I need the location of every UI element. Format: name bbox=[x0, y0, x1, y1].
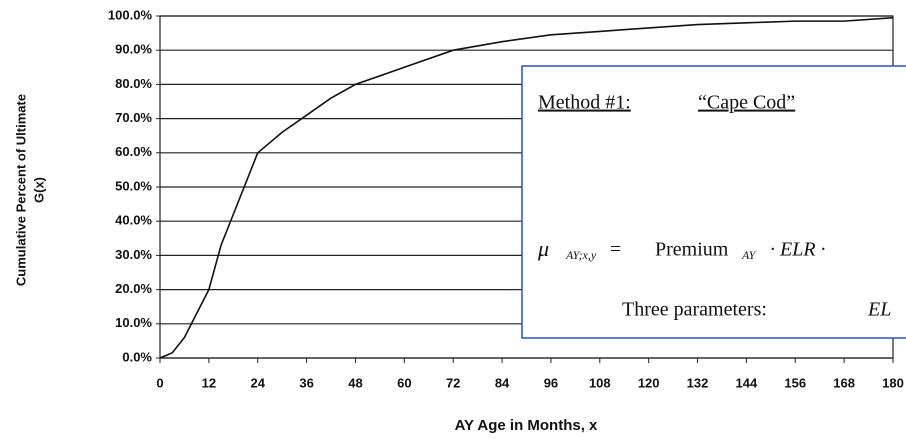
x-tick-label: 96 bbox=[544, 375, 558, 390]
formula-part: AY;x,y bbox=[565, 248, 597, 262]
y-tick-label: 40.0% bbox=[115, 213, 152, 228]
x-tick-label: 0 bbox=[156, 375, 163, 390]
y-axis-title: Cumulative Percent of Ultimate G(x) bbox=[13, 94, 46, 286]
y-tick-label: 80.0% bbox=[115, 76, 152, 91]
overlay-heading: Method #1: bbox=[538, 92, 631, 114]
formula-part: AY bbox=[741, 248, 757, 262]
x-tick-label: 144 bbox=[736, 375, 758, 390]
x-tick-label: 72 bbox=[446, 375, 460, 390]
y-tick-label: 20.0% bbox=[115, 281, 152, 296]
formula-part: = bbox=[610, 239, 621, 261]
formula-part: · ELR · bbox=[770, 239, 826, 261]
x-tick-label: 84 bbox=[495, 375, 510, 390]
x-tick-label: 120 bbox=[638, 375, 660, 390]
y-tick-label: 50.0% bbox=[115, 178, 152, 193]
formula-part: Premium bbox=[655, 239, 729, 261]
x-tick-label: 36 bbox=[299, 375, 313, 390]
x-tick-label: 60 bbox=[397, 375, 411, 390]
line-series bbox=[159, 16, 894, 359]
overlay-footer: Three parameters: bbox=[622, 299, 767, 321]
overlay-content: Method #1: “Cape Cod” μ AY;x,y = Premium AY · E… bbox=[537, 92, 906, 321]
y-tick-label: 60.0% bbox=[115, 144, 152, 159]
y-tick-label: 30.0% bbox=[115, 247, 152, 262]
y-tick-label: 90.0% bbox=[115, 42, 152, 57]
x-tick-label: 24 bbox=[250, 375, 265, 390]
y-axis-title-line: G(x) bbox=[31, 177, 46, 203]
overlay-footer: EL bbox=[867, 299, 891, 321]
x-tick-label: 132 bbox=[687, 375, 709, 390]
y-tick-label: 10.0% bbox=[115, 315, 152, 330]
overlay-box: Method #1: “Cape Cod” μ AY;x,y = Premium AY · E… bbox=[521, 65, 906, 339]
formula-part: μ bbox=[537, 236, 549, 261]
overlay-frame bbox=[521, 65, 906, 339]
x-tick-label: 48 bbox=[348, 375, 362, 390]
x-tick-label: 156 bbox=[784, 375, 806, 390]
y-tick-label: 100.0% bbox=[108, 7, 153, 22]
x-tick-label: 180 bbox=[882, 375, 904, 390]
x-tick-label: 108 bbox=[589, 375, 611, 390]
x-axis-title: AY Age in Months, x bbox=[455, 417, 598, 434]
overlay-name: “Cape Cod” bbox=[698, 92, 795, 114]
x-tick-label: 12 bbox=[202, 375, 216, 390]
x-tick-label: 168 bbox=[833, 375, 855, 390]
y-axis-title-line: Cumulative Percent of Ultimate bbox=[13, 94, 28, 286]
y-tick-label: 0.0% bbox=[122, 349, 152, 364]
y-tick-label: 70.0% bbox=[115, 110, 152, 125]
